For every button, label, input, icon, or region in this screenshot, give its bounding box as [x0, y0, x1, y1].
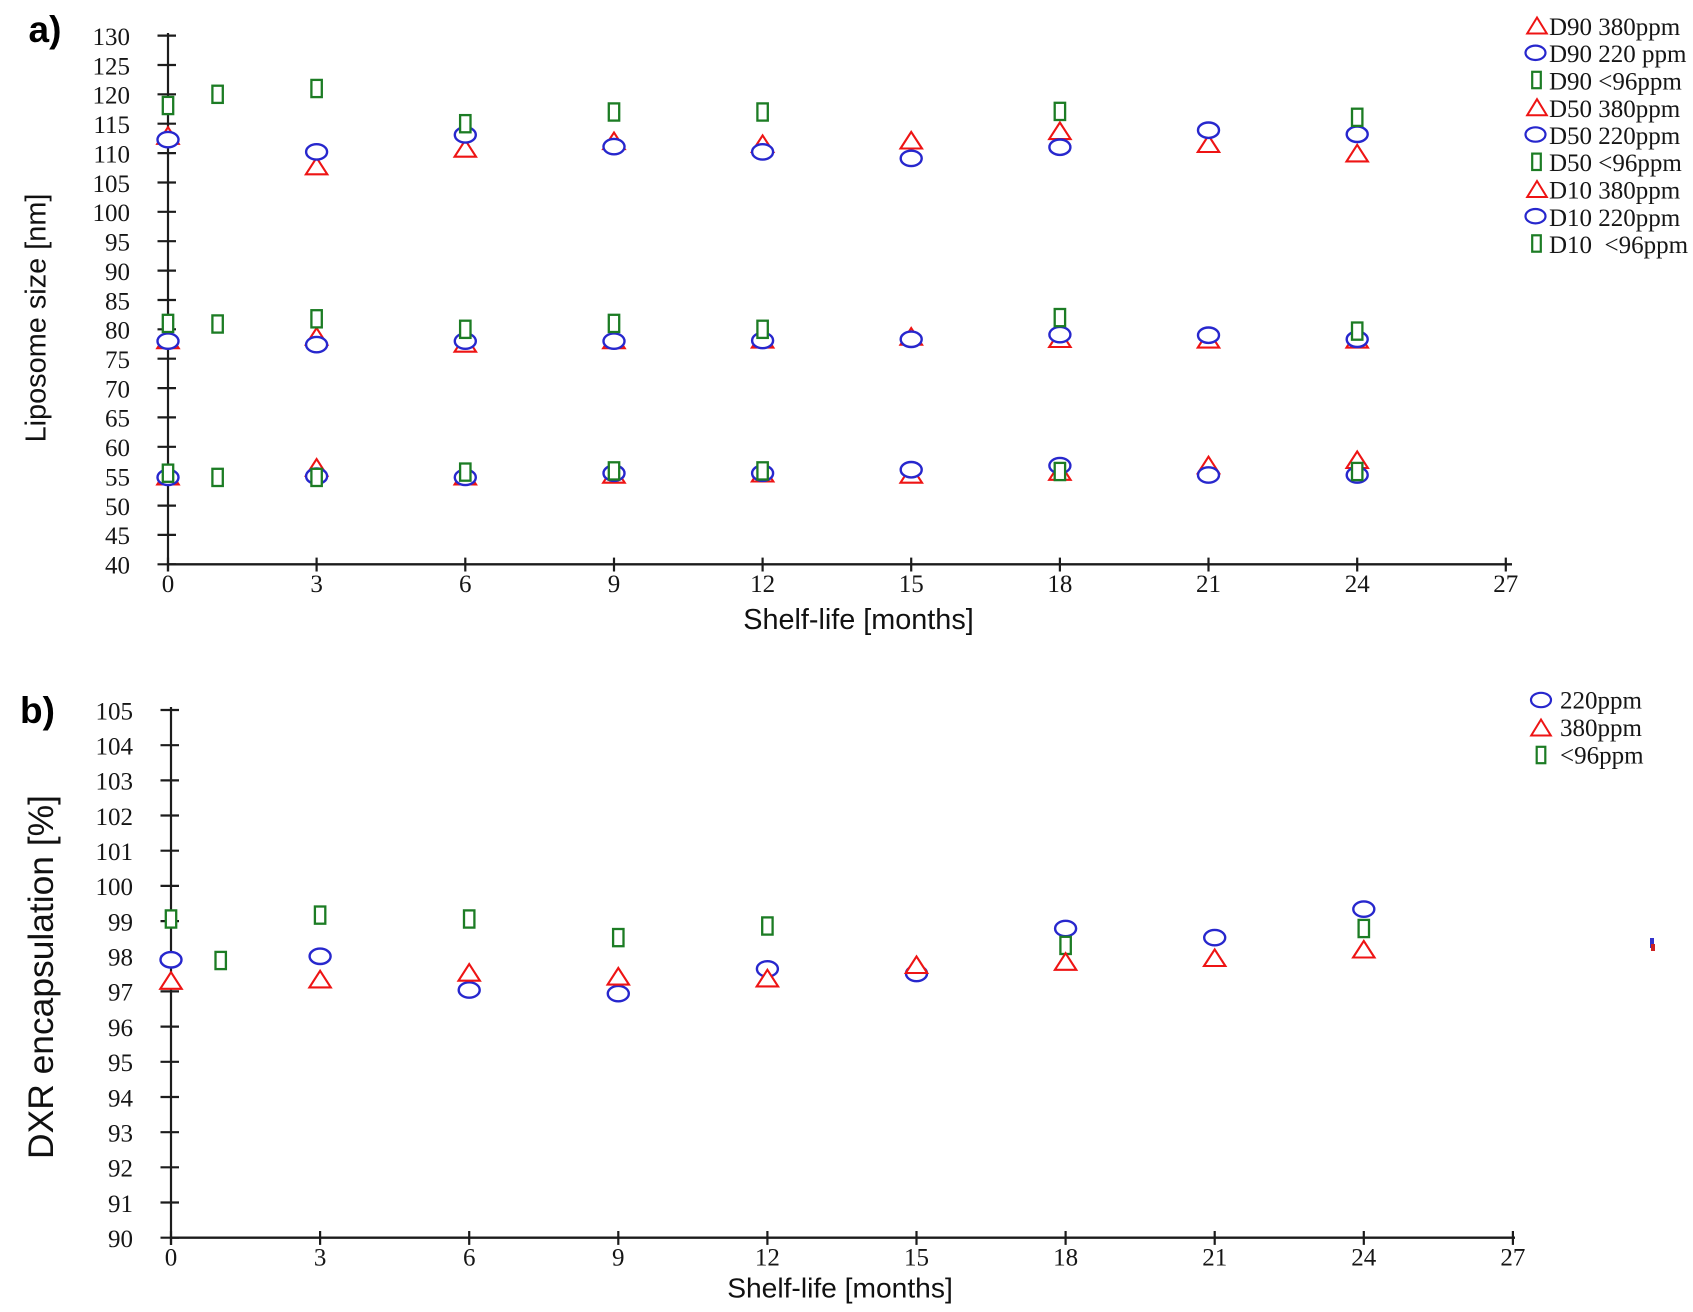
svg-text:24: 24 — [1345, 571, 1371, 598]
svg-text:96: 96 — [108, 1015, 133, 1042]
svg-text:21: 21 — [1196, 571, 1221, 598]
svg-text:105: 105 — [96, 698, 134, 725]
svg-text:18: 18 — [1047, 571, 1072, 598]
svg-text:95: 95 — [108, 1050, 133, 1077]
svg-text:101: 101 — [96, 839, 134, 866]
svg-text:24: 24 — [1351, 1245, 1377, 1272]
svg-text:9: 9 — [608, 571, 621, 598]
svg-text:15: 15 — [899, 571, 924, 598]
svg-text:130: 130 — [93, 24, 131, 51]
svg-text:40: 40 — [105, 553, 130, 580]
svg-text:120: 120 — [93, 83, 131, 110]
svg-text:Shelf-life [months]: Shelf-life [months] — [727, 1272, 953, 1304]
svg-text:9: 9 — [612, 1245, 625, 1272]
svg-text:60: 60 — [105, 435, 130, 462]
svg-text:18: 18 — [1053, 1245, 1078, 1272]
svg-text:D50 <96ppm: D50 <96ppm — [1549, 150, 1682, 177]
svg-text:12: 12 — [750, 571, 775, 598]
svg-text:Shelf-life [months]: Shelf-life [months] — [743, 604, 973, 636]
svg-text:104: 104 — [96, 734, 134, 761]
svg-text:6: 6 — [463, 1245, 476, 1272]
svg-text:DXR encapsulation [%]: DXR encapsulation [%] — [21, 795, 61, 1159]
svg-text:105: 105 — [93, 171, 131, 198]
svg-text:94: 94 — [108, 1085, 134, 1112]
svg-text:55: 55 — [105, 465, 130, 492]
svg-text:65: 65 — [105, 406, 130, 433]
svg-text:102: 102 — [96, 804, 134, 831]
svg-text:75: 75 — [105, 347, 130, 374]
svg-text:125: 125 — [93, 53, 131, 80]
svg-text:0: 0 — [162, 571, 175, 598]
svg-text:27: 27 — [1493, 571, 1518, 598]
svg-text:90: 90 — [108, 1226, 133, 1253]
svg-text:97: 97 — [108, 980, 133, 1007]
svg-text:110: 110 — [93, 141, 130, 168]
svg-text:92: 92 — [108, 1156, 133, 1183]
svg-text:3: 3 — [314, 1245, 327, 1272]
svg-text:100: 100 — [93, 200, 131, 227]
svg-text:D10 <96ppm: D10 <96ppm — [1549, 232, 1689, 259]
svg-text:0: 0 — [165, 1245, 178, 1272]
svg-text:70: 70 — [105, 376, 130, 403]
svg-text:a): a) — [29, 9, 62, 50]
svg-text:12: 12 — [755, 1245, 780, 1272]
svg-text:27: 27 — [1500, 1245, 1525, 1272]
svg-text:380ppm: 380ppm — [1560, 715, 1643, 742]
svg-text:b): b) — [20, 690, 55, 731]
svg-text:D10 380ppm: D10 380ppm — [1549, 178, 1681, 205]
svg-text:6: 6 — [459, 571, 472, 598]
svg-text:99: 99 — [108, 909, 133, 936]
svg-text:45: 45 — [105, 523, 130, 550]
svg-text:D50 380ppm: D50 380ppm — [1549, 96, 1681, 123]
svg-text:3: 3 — [310, 571, 323, 598]
svg-text:90: 90 — [105, 259, 130, 286]
svg-text:95: 95 — [105, 230, 130, 257]
svg-text:80: 80 — [105, 318, 130, 345]
svg-text:D90 380ppm: D90 380ppm — [1549, 14, 1681, 41]
svg-text:115: 115 — [93, 112, 130, 139]
svg-text:D50 220ppm: D50 220ppm — [1549, 123, 1681, 150]
svg-text:103: 103 — [96, 769, 134, 796]
svg-text:93: 93 — [108, 1121, 133, 1148]
svg-text:D90 220 ppm: D90 220 ppm — [1549, 41, 1687, 68]
svg-text:15: 15 — [904, 1245, 929, 1272]
svg-text:21: 21 — [1202, 1245, 1227, 1272]
svg-text:Liposome size [nm]: Liposome size [nm] — [21, 194, 53, 443]
svg-text:D10 220ppm: D10 220ppm — [1549, 205, 1681, 232]
svg-text:100: 100 — [96, 874, 134, 901]
svg-text:220ppm: 220ppm — [1560, 688, 1643, 715]
svg-text:91: 91 — [108, 1191, 133, 1218]
svg-text:D90 <96ppm: D90 <96ppm — [1549, 69, 1682, 96]
svg-text:50: 50 — [105, 494, 130, 521]
svg-text:85: 85 — [105, 288, 130, 315]
svg-text:<96ppm: <96ppm — [1560, 743, 1644, 770]
svg-text:98: 98 — [108, 945, 133, 972]
